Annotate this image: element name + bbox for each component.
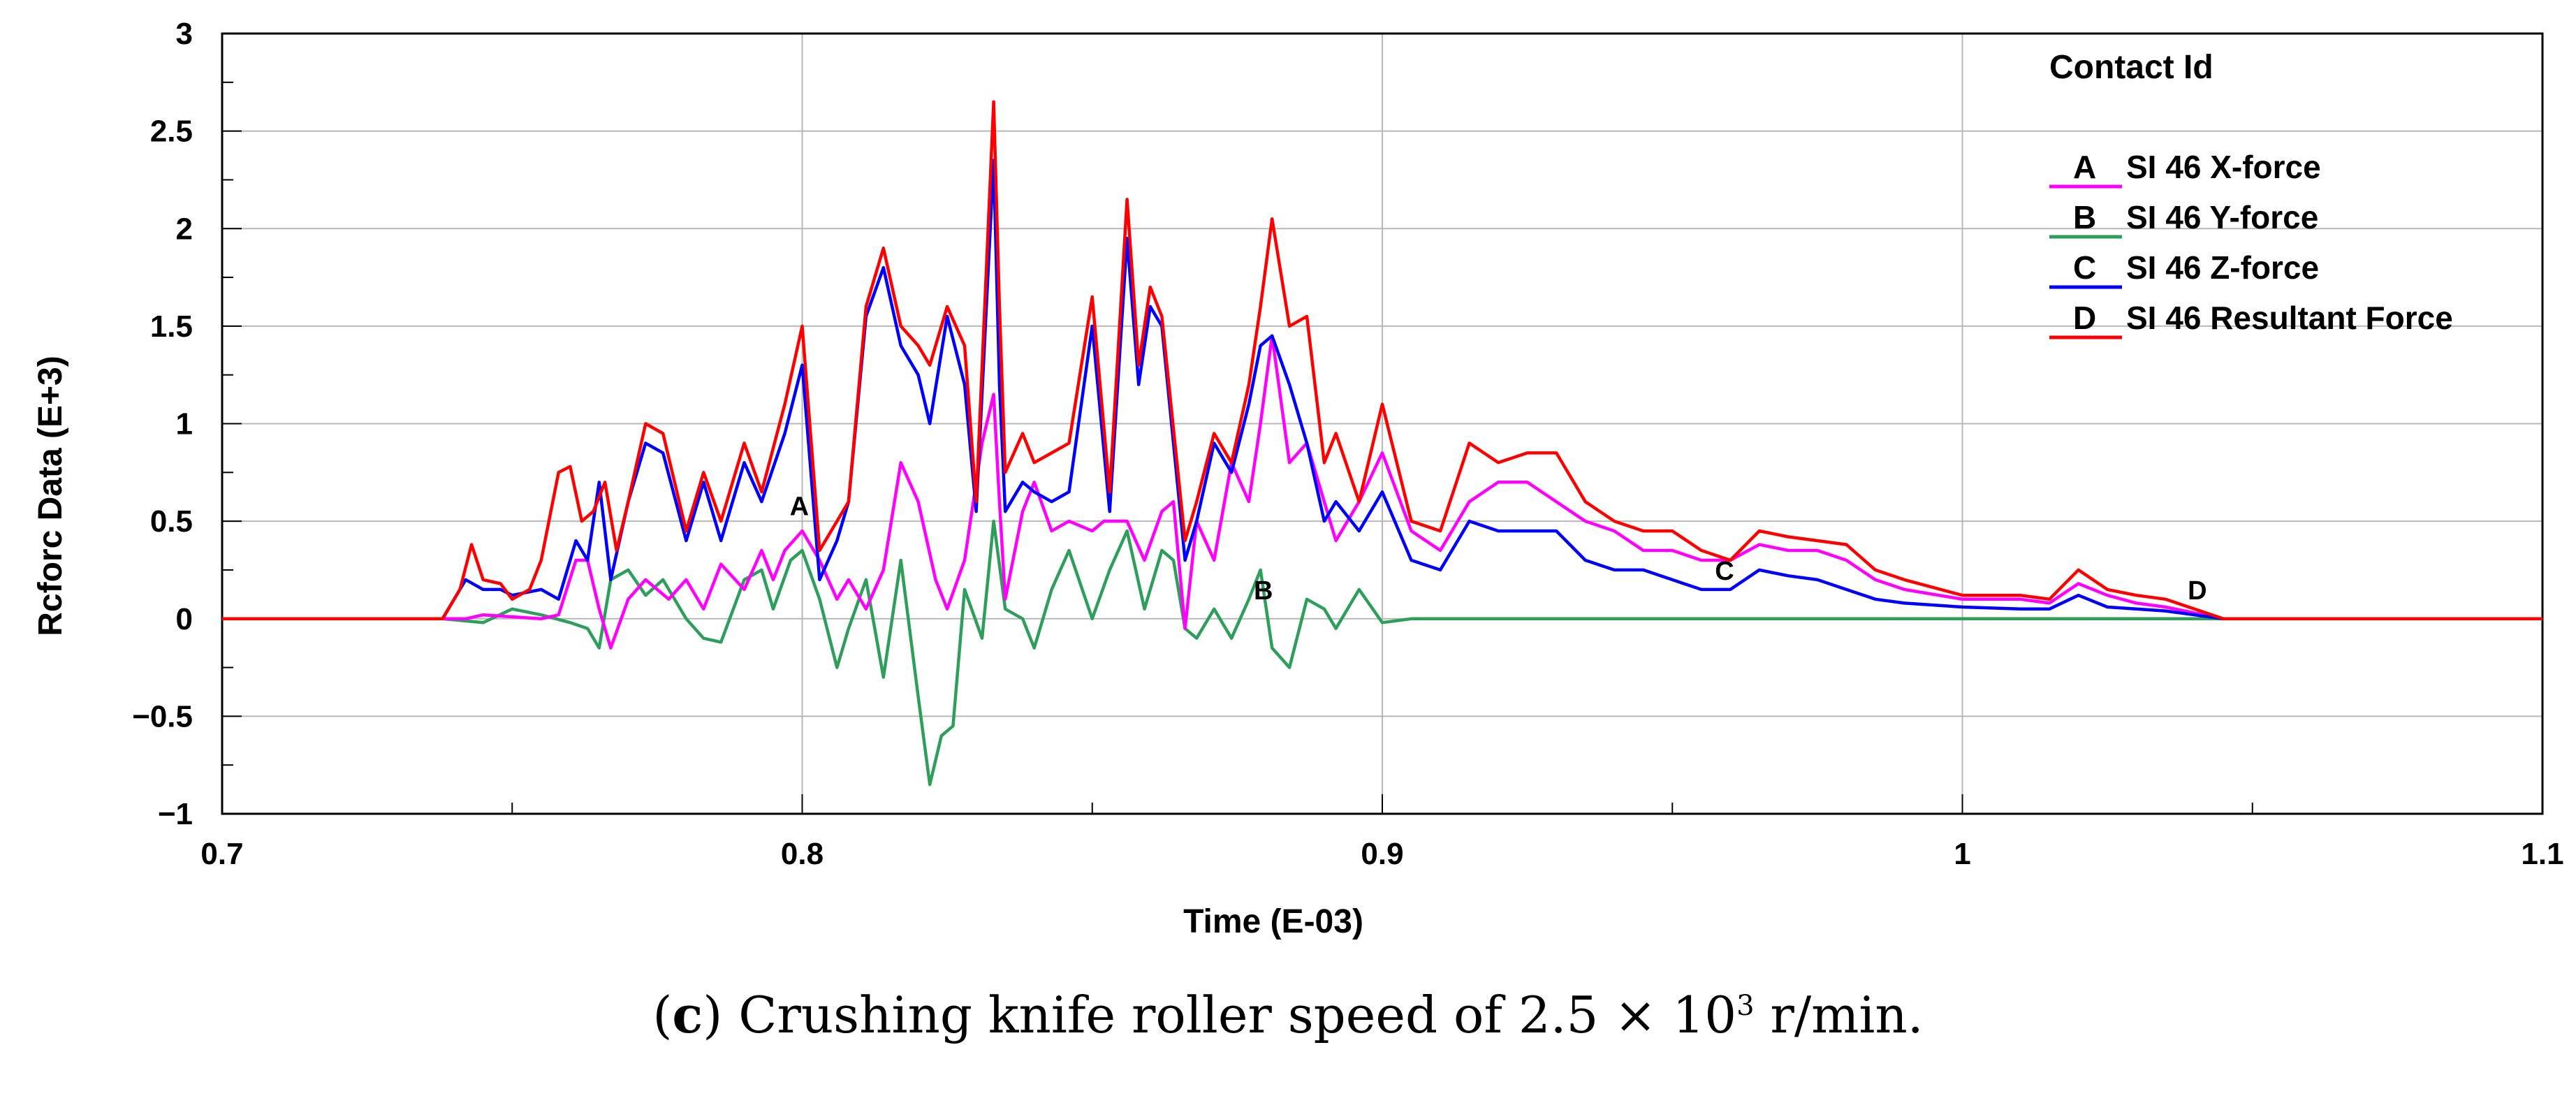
- series-line-d: [222, 100, 2542, 621]
- x-tick-label: 0.8: [781, 837, 824, 871]
- series-line-a: [222, 334, 2542, 650]
- y-tick-labels: 3 2.5 2 1.5 1 0.5 0 −0.5 −1: [132, 17, 193, 831]
- figure-caption: (c) Crushing knife roller speed of 2.5 ×…: [652, 985, 1924, 1044]
- curve-label-d: D: [2188, 576, 2207, 606]
- y-tick-label: 3: [176, 17, 193, 51]
- legend-title: Contact Id: [2049, 49, 2213, 86]
- caption-text: Crushing knife roller speed of 2.5 × 10: [738, 986, 1737, 1044]
- curve-label-c: C: [1715, 557, 1734, 586]
- series-layer: [222, 100, 2542, 787]
- series-line-b: [222, 519, 2542, 787]
- legend-label-a: SI 46 X-force: [2126, 149, 2321, 185]
- y-tick-label: 0.5: [150, 504, 193, 539]
- legend-letter-c: C: [2073, 249, 2096, 286]
- curve-label-a: A: [790, 492, 809, 522]
- legend-label-c: SI 46 Z-force: [2126, 249, 2319, 286]
- x-tick-labels: 0.7 0.8 0.9 1 1.1: [200, 837, 2563, 871]
- plot-background: [0, 0, 2576, 978]
- y-tick-label: −1: [158, 797, 193, 831]
- y-tick-label: 2.5: [150, 115, 193, 149]
- caption-label: c: [672, 985, 703, 1044]
- y-axis-title: Rcforc Data (E+3): [32, 356, 69, 636]
- legend: Contact Id A SI 46 X-force B SI 46 Y-force C…: [2049, 49, 2453, 339]
- x-tick-label: 1: [1954, 837, 1970, 871]
- caption-unit: r/min.: [1754, 986, 1924, 1044]
- y-tick-label: 2: [176, 212, 193, 246]
- y-tick-label: 1.5: [150, 309, 193, 344]
- y-tick-label: 1: [176, 407, 193, 441]
- x-tick-label: 0.7: [200, 837, 243, 871]
- series-line-c: [222, 159, 2542, 621]
- x-tick-label: 1.1: [2521, 837, 2563, 871]
- legend-label-b: SI 46 Y-force: [2126, 199, 2318, 235]
- legend-letter-d: D: [2073, 300, 2096, 336]
- curve-labels: A B C D: [790, 492, 2207, 606]
- minor-ticks: [221, 33, 2543, 814]
- legend-letter-b: B: [2073, 199, 2096, 235]
- curve-label-b: B: [1254, 576, 1273, 606]
- x-axis-title: Time (E-03): [1183, 903, 1363, 940]
- legend-letter-a: A: [2073, 149, 2096, 185]
- y-tick-label: 0: [176, 602, 193, 636]
- y-tick-label: −0.5: [132, 699, 193, 733]
- legend-label-d: SI 46 Resultant Force: [2126, 300, 2453, 336]
- caption-exponent: 3: [1736, 990, 1755, 1022]
- x-tick-label: 0.9: [1361, 837, 1403, 871]
